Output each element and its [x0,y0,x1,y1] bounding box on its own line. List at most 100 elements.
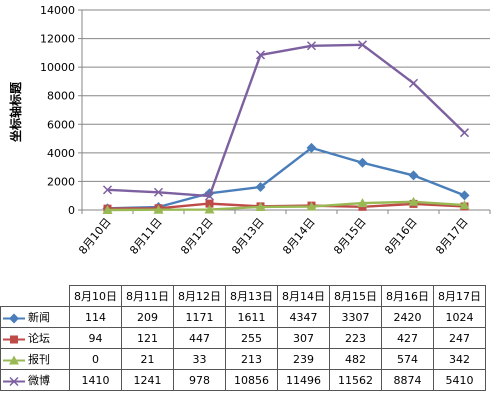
table-column-header: 8月10日 [69,285,122,307]
legend-key [3,355,25,364]
legend-key [3,335,25,343]
data-point [153,204,164,214]
data-point-stroke [459,128,470,138]
table-cell: 94 [69,327,122,349]
table-cell: 10856 [225,369,278,391]
series-报刊 [102,196,470,214]
x-tick-label: 8月15日 [331,216,369,257]
table-cell: 11496 [277,369,330,391]
data-point-stroke [408,78,419,88]
data-table: 8月10日 8月11日 8月12日 8月13日 8月14日 8月15日 8月16日 8月17日… [0,285,486,391]
table-cell: 2420 [381,306,434,328]
table-corner [1,286,70,307]
table-cell: 978 [173,369,226,391]
legend-key [3,313,25,323]
table-row: 报刊 0 21 33 213 239 482 574 342 [0,348,486,370]
data-point-stroke [9,376,19,386]
table-cell: 447 [173,327,226,349]
data-point [357,40,368,50]
table-cell: 4347 [277,306,330,328]
series-line [107,43,466,198]
data-point [459,128,470,138]
data-point [255,181,266,192]
series-name: 报刊 [28,353,50,366]
data-point [459,200,470,210]
x-tick-label: 8月13日 [229,216,267,257]
data-point [459,190,470,201]
data-point [9,355,19,364]
table-cell: 0 [69,348,122,370]
table-header-row: 8月10日 8月11日 8月12日 8月13日 8月14日 8月15日 8月16日 8月17日 [1,285,486,307]
table-cell: 3307 [329,306,382,328]
data-point [204,204,215,214]
data-point [204,191,215,201]
table-cell: 5410 [433,369,486,391]
y-tick-label: 6000 [47,118,75,131]
table-cell: 121 [121,327,174,349]
data-point [102,205,113,214]
data-point [306,201,317,211]
table-cell: 8874 [381,369,434,391]
y-tick-label: 12000 [40,33,75,46]
data-point-stroke [357,40,368,50]
series-label-cell: 微博 [0,369,70,391]
series-lines [102,40,470,214]
table-cell: 427 [381,327,434,349]
table-column-header: 8月16日 [381,285,434,307]
gridlines [78,9,491,214]
table-cell: 11562 [329,369,382,391]
data-point-stroke [153,187,164,197]
y-tick-labels: 0 2000 4000 6000 8000 10000 12000 14000 [40,4,75,217]
data-point [357,157,368,168]
legend-key [3,376,25,386]
table-row: 微博 1410 1241 978 10856 11496 11562 8874 5410 [0,369,486,391]
y-tick-label: 0 [68,204,75,217]
series-line [107,146,465,210]
series-name: 新闻 [28,311,50,324]
x-tick-label: 8月14日 [280,216,318,257]
table-cell: 21 [121,348,174,370]
y-tick-label: 2000 [47,175,75,188]
data-point [10,335,18,343]
series-name: 微博 [28,374,50,387]
series-line [107,200,465,212]
data-point-stroke [204,191,215,201]
table-column-header: 8月17日 [433,285,486,307]
table-column-header: 8月12日 [173,285,226,307]
data-point [408,170,419,181]
data-point [9,313,19,323]
y-axis-title: 坐标轴标题 [8,81,23,142]
table-cell: 1241 [121,369,174,391]
table-cell: 574 [381,348,434,370]
data-point [408,196,419,206]
table-row: 新闻 114 209 1171 1611 4347 3307 2420 1024 [0,306,486,328]
x-tick-label: 8月10日 [76,216,114,257]
table-cell: 213 [225,348,278,370]
table-cell: 1024 [433,306,486,328]
data-point-stroke [102,185,113,195]
series-label-cell: 报刊 [0,348,70,370]
series-label-cell: 新闻 [0,306,70,328]
x-tick-label: 8月12日 [178,216,216,257]
table-cell: 247 [433,327,486,349]
table-cell: 209 [121,306,174,328]
table-cell: 307 [277,327,330,349]
table-cell: 342 [433,348,486,370]
table-column-header: 8月13日 [225,285,278,307]
table-cell: 239 [277,348,330,370]
data-point [255,50,266,60]
table-column-header: 8月11日 [121,285,174,307]
data-point [153,187,164,197]
table-cell: 33 [173,348,226,370]
y-tick-label: 10000 [40,61,75,74]
data-point [205,199,214,208]
data-point-stroke [306,41,317,51]
x-tick-label: 8月16日 [382,216,420,257]
table-cell: 1611 [225,306,278,328]
data-point [9,376,19,386]
table-cell: 1410 [69,369,122,391]
y-tick-label: 4000 [47,147,75,160]
table-row: 论坛 94 121 447 255 307 223 427 247 [0,327,486,349]
